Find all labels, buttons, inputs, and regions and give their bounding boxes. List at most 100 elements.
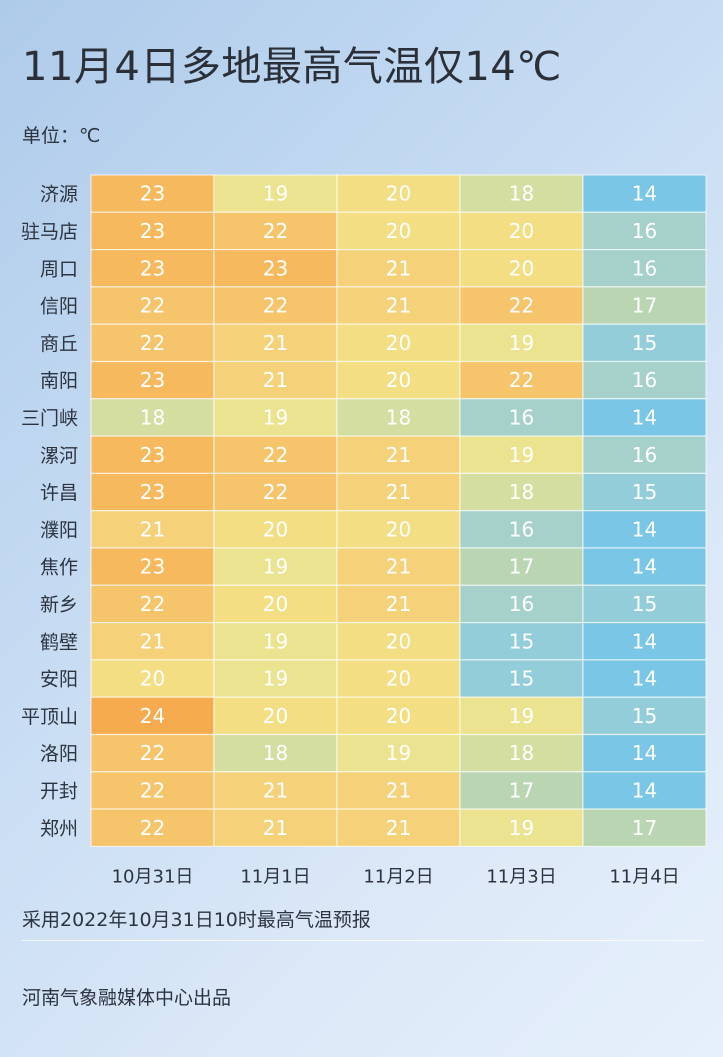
cell-value: 16 <box>632 256 657 280</box>
heat-cell <box>90 621 215 661</box>
cell-value: 14 <box>632 741 657 765</box>
cell-value: 19 <box>386 741 411 765</box>
column-label: 11月4日 <box>609 866 679 887</box>
cell-value: 21 <box>263 816 288 840</box>
cell-value: 23 <box>140 182 165 206</box>
cell-value: 22 <box>140 331 165 355</box>
cell-value: 14 <box>632 405 657 429</box>
row-label: 漯河 <box>40 445 78 467</box>
cell-value: 19 <box>509 331 534 355</box>
heat-cell <box>90 174 215 213</box>
heat-cell <box>459 696 584 736</box>
cell-value: 14 <box>632 182 657 206</box>
heat-cell <box>90 398 215 437</box>
cell-value: 17 <box>509 778 534 802</box>
column-label: 10月31日 <box>112 866 194 887</box>
cell-value: 22 <box>263 443 288 467</box>
cell-value: 19 <box>509 704 534 728</box>
cell-value: 17 <box>632 816 657 840</box>
heat-cell <box>582 696 707 736</box>
heat-cell <box>459 808 584 847</box>
heat-cell <box>582 547 707 586</box>
cell-value: 17 <box>632 294 657 318</box>
cell-value: 20 <box>386 704 411 728</box>
heat-cell <box>213 211 338 251</box>
heat-cell <box>90 510 215 549</box>
cell-value: 21 <box>386 480 411 504</box>
cell-value: 19 <box>263 629 288 653</box>
heat-cell <box>336 659 461 698</box>
heat-cell <box>582 323 707 363</box>
cell-value: 15 <box>632 480 657 504</box>
cell-value: 20 <box>386 517 411 541</box>
heat-cell <box>459 360 584 400</box>
row-label: 洛阳 <box>40 743 78 765</box>
column-label: 11月1日 <box>240 866 310 887</box>
heat-cell <box>90 584 215 624</box>
heat-cell <box>213 584 338 624</box>
cell-value: 20 <box>263 517 288 541</box>
cell-value: 18 <box>509 741 534 765</box>
cell-value: 16 <box>509 517 534 541</box>
heat-cell <box>213 323 338 363</box>
cell-value: 21 <box>386 778 411 802</box>
cell-value: 20 <box>263 592 288 616</box>
cell-value: 18 <box>140 405 165 429</box>
heat-cell <box>213 510 338 549</box>
divider <box>22 940 703 941</box>
cell-value: 19 <box>263 182 288 206</box>
cell-value: 22 <box>509 294 534 318</box>
cell-value: 22 <box>140 778 165 802</box>
cell-value: 17 <box>509 555 534 579</box>
row-label: 平顶山 <box>21 706 78 728</box>
cell-value: 22 <box>263 480 288 504</box>
heat-cell <box>582 286 707 325</box>
heat-cell <box>582 621 707 661</box>
row-label: 新乡 <box>40 594 78 616</box>
row-label: 驻马店 <box>21 221 78 243</box>
column-label: 11月3日 <box>486 866 556 887</box>
heat-cell <box>582 398 707 437</box>
cell-value: 20 <box>386 368 411 392</box>
cell-value: 22 <box>140 294 165 318</box>
row-label: 郑州 <box>40 818 78 840</box>
row-label: 焦作 <box>40 557 78 579</box>
cell-value: 14 <box>632 629 657 653</box>
cell-value: 22 <box>509 368 534 392</box>
heat-cell <box>582 808 707 847</box>
cell-value: 22 <box>140 592 165 616</box>
heat-cell <box>459 211 584 251</box>
heat-cell <box>336 286 461 325</box>
row-label: 商丘 <box>40 333 78 355</box>
cell-value: 20 <box>509 219 534 243</box>
heat-cell <box>213 249 338 288</box>
heat-cell <box>90 360 215 400</box>
cell-value: 19 <box>263 667 288 691</box>
cell-value: 22 <box>263 219 288 243</box>
cell-value: 21 <box>263 368 288 392</box>
cell-value: 16 <box>509 405 534 429</box>
cell-value: 16 <box>632 368 657 392</box>
heat-cell <box>459 398 584 437</box>
cell-value: 18 <box>263 741 288 765</box>
cell-value: 21 <box>263 331 288 355</box>
cell-value: 22 <box>140 816 165 840</box>
cell-value: 21 <box>386 592 411 616</box>
heat-cell <box>213 360 338 400</box>
cell-value: 21 <box>140 517 165 541</box>
cell-value: 23 <box>263 256 288 280</box>
cell-value: 14 <box>632 778 657 802</box>
cell-value: 19 <box>509 816 534 840</box>
heat-cell <box>90 733 215 773</box>
row-label: 鹤壁 <box>40 631 78 653</box>
cell-value: 14 <box>632 555 657 579</box>
cell-value: 20 <box>386 219 411 243</box>
heat-cell <box>90 286 215 325</box>
cell-value: 15 <box>632 331 657 355</box>
row-label: 三门峡 <box>21 407 78 429</box>
row-label: 安阳 <box>40 669 78 691</box>
cell-value: 23 <box>140 555 165 579</box>
row-label: 济源 <box>40 184 78 206</box>
row-label: 许昌 <box>40 482 78 504</box>
cell-value: 15 <box>509 667 534 691</box>
